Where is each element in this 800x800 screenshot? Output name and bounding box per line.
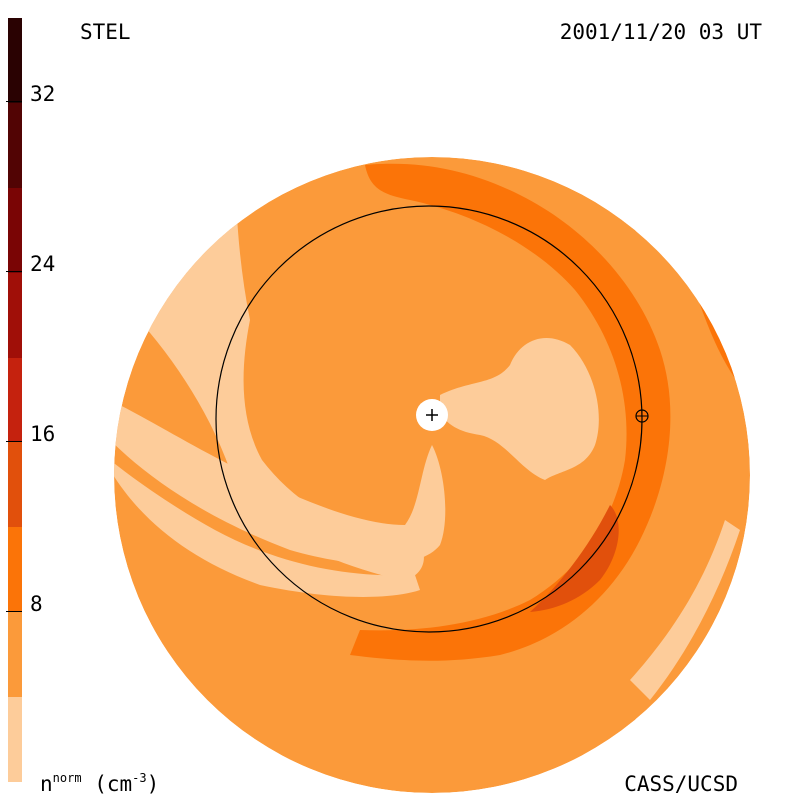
colorbar-segment xyxy=(8,697,22,782)
colorbar-tick-label: 8 xyxy=(30,592,43,616)
earth-icon xyxy=(635,409,649,423)
unit-rest: (cm xyxy=(94,772,133,796)
colorbar-segment xyxy=(8,102,22,188)
source-label: STEL xyxy=(80,20,131,44)
unit-exponent: -3 xyxy=(132,771,147,785)
colorbar-segment xyxy=(8,527,22,613)
low-density-arm-southwest xyxy=(114,460,420,597)
colorbar xyxy=(8,18,22,782)
sun-plus-icon xyxy=(426,409,438,421)
colorbar-tick-label: 16 xyxy=(30,422,56,446)
colorbar-segment xyxy=(8,18,22,103)
low-density-arm-south xyxy=(114,400,446,565)
colorbar-segment xyxy=(8,187,22,273)
colorbar-tick-label: 24 xyxy=(30,252,56,276)
unit-close: ) xyxy=(146,772,160,796)
unit-base: n xyxy=(40,772,53,796)
low-density-edge-southeast xyxy=(630,520,740,700)
high-density-arc-east xyxy=(350,163,671,661)
low-density-tongue-east xyxy=(440,337,599,480)
density-disk xyxy=(114,157,750,793)
colorbar-segment xyxy=(8,442,22,528)
colorbar-tick-mark xyxy=(6,101,22,102)
low-density-arm-west xyxy=(120,165,424,580)
colorbar-unit-label: nnorm (cm-3) xyxy=(40,772,159,795)
credit-label: CASS/UCSD xyxy=(624,772,738,796)
colorbar-tick-label: 32 xyxy=(30,82,56,106)
unit-superscript: norm xyxy=(52,771,82,785)
colorbar-segment xyxy=(8,612,22,697)
datetime-label: 2001/11/20 03 UT xyxy=(559,20,762,44)
colorbar-segment xyxy=(8,272,22,358)
colorbar-tick-mark xyxy=(6,271,22,272)
colorbar-segment xyxy=(8,357,22,443)
colorbar-tick-mark xyxy=(6,441,22,442)
peak-density-patch xyxy=(530,505,619,612)
colorbar-tick-mark xyxy=(6,611,22,612)
